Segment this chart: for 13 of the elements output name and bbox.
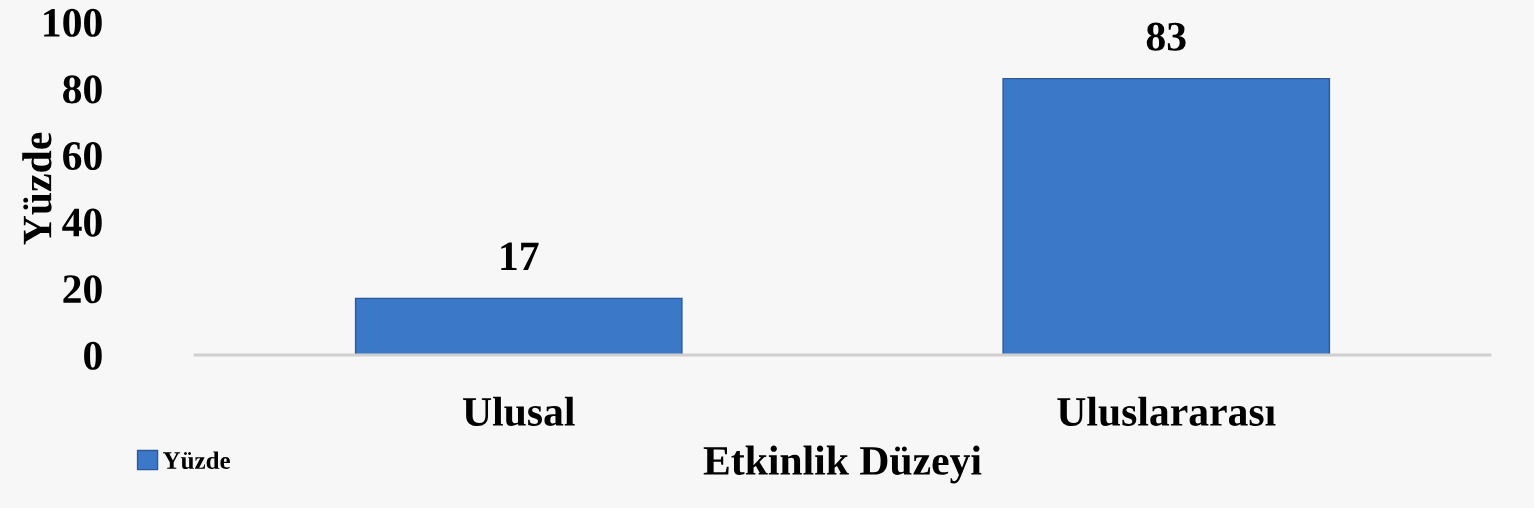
y-tick-label: 20 xyxy=(63,275,102,304)
x-axis-title: Etkinlik Düzeyi xyxy=(703,445,982,484)
x-tick-label: Uluslararası xyxy=(1057,396,1276,427)
legend-label: Yüzde xyxy=(162,451,230,470)
y-tick-label: 100 xyxy=(44,8,102,37)
data-label: 17 xyxy=(501,242,539,271)
y-tick-label: 80 xyxy=(63,75,102,104)
data-label: 83 xyxy=(1146,22,1186,51)
y-tick-label: 0 xyxy=(84,341,102,370)
y-tick-label: 40 xyxy=(62,208,102,237)
x-tick-label: Ulusal xyxy=(463,396,575,427)
y-axis-title: Yüzde xyxy=(22,132,52,245)
y-tick-label: 60 xyxy=(63,141,102,171)
